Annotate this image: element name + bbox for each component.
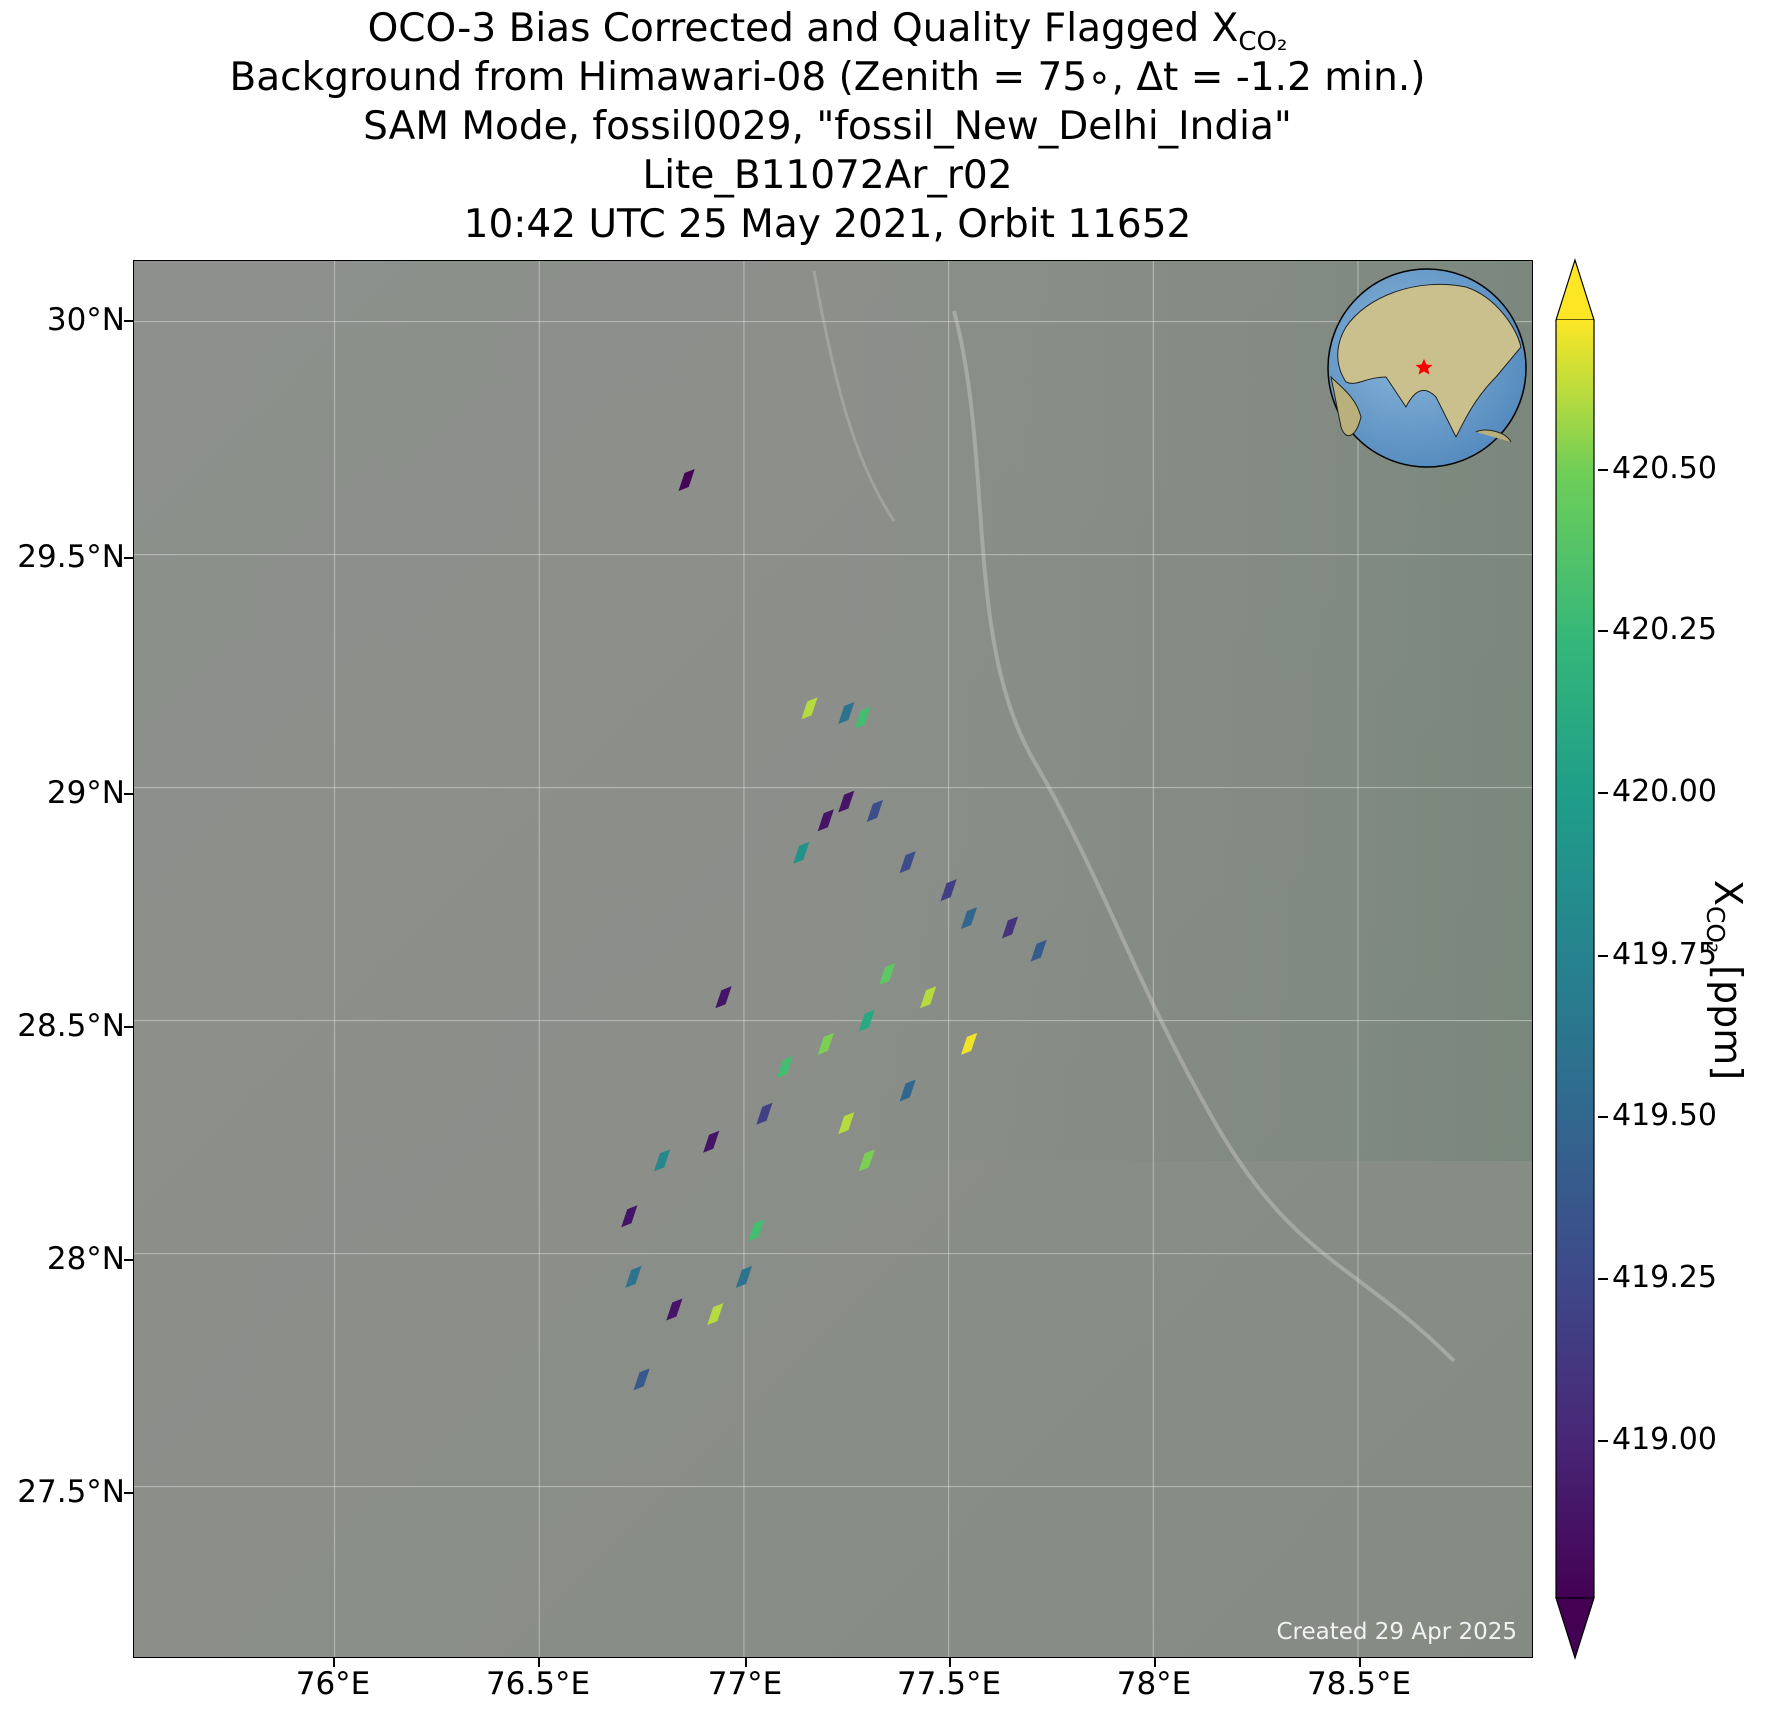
xco2-footprint [817,809,834,832]
title-line-5: 10:42 UTC 25 May 2021, Orbit 11652 [463,202,1192,247]
colorbar [1555,258,1595,1660]
colorbar-extend-min [1555,1597,1595,1660]
xco2-footprint [940,879,957,902]
xco2-footprint [817,1032,834,1055]
colorbar-tick-label: 419.75 [1612,937,1717,972]
lat-tickmark [124,1492,133,1494]
colorbar-tickmark [1598,1440,1608,1442]
xco2-footprint [1001,916,1019,939]
xco2-footprint [858,1149,875,1172]
map-panel[interactable]: Created 29 Apr 2025 [133,260,1533,1658]
lat-tick-label: 28.5°N [17,1008,125,1044]
colorbar-tick-label: 419.00 [1612,1422,1717,1457]
lon-tickmark [949,1658,951,1667]
colorbar-tick-label: 420.25 [1612,612,1717,647]
created-date: Created 29 Apr 2025 [1276,1619,1517,1645]
xco2-footprint [756,1102,773,1125]
title-line-1: OCO-3 Bias Corrected and Quality Flagged… [367,6,1288,57]
lat-tick-label: 29.5°N [17,539,125,575]
colorbar-tickmark [1598,630,1608,632]
target-star-icon [1415,359,1433,375]
river-trace-2 [812,270,896,522]
lon-tick-label: 78°E [1116,1666,1192,1702]
xco2-footprint [707,1303,724,1326]
xco2-soundings [621,469,1047,1391]
xco2-footprint [854,706,871,729]
globe-indonesia [1475,429,1512,443]
xco2-footprint [838,702,855,725]
xco2-footprint [633,1368,650,1391]
colorbar-tick-label: 420.50 [1612,451,1717,486]
xco2-footprint [666,1298,683,1321]
colorbar-tickmark [1598,792,1608,794]
colorbar-tick-label: 420.00 [1612,774,1717,809]
xco2-footprint [879,962,896,985]
colorbar-tick-label: 419.50 [1612,1098,1717,1133]
xco2-footprint [838,790,855,813]
lon-tickmark [333,1658,335,1667]
lon-tick-label: 77°E [707,1666,783,1702]
xco2-footprint [960,1032,978,1055]
xco2-footprint [899,851,916,874]
colorbar-gradient [1556,320,1594,1598]
lat-tick-label: 27.5°N [17,1474,125,1510]
xco2-footprint [1030,939,1047,962]
xco2-footprint [748,1219,765,1242]
gridlines [134,261,1532,1657]
lat-tickmark [124,557,133,559]
title-line-2: Background from Himawari-08 (Zenith = 75… [229,55,1426,100]
lat-tick-label: 30°N [46,302,125,338]
lon-tickmark [538,1658,540,1667]
xco2-footprint [899,1079,916,1102]
xco2-footprint [776,1056,793,1079]
lat-tickmark [124,1259,133,1261]
globe-land [1337,283,1522,439]
lat-tickmark [124,793,133,795]
lat-tickmark [124,320,133,322]
locator-globe [1326,267,1528,469]
xco2-footprint [866,799,884,822]
xco2-footprint [960,907,978,930]
lat-tick-label: 28°N [46,1241,125,1277]
colorbar-label: XCO₂ [ppm] [1701,879,1750,1081]
lat-tickmark [124,1026,133,1028]
lat-tick-label: 29°N [46,775,125,811]
title-line-3: SAM Mode, fossil0029, "fossil_New_Delhi_… [363,104,1292,149]
colorbar-tickmark [1598,1278,1608,1280]
xco2-footprint [703,1130,720,1153]
xco2-footprint [715,986,732,1009]
xco2-footprint [621,1205,638,1228]
xco2-footprint [678,469,695,492]
river-trace [952,310,1456,1363]
title-line-4: Lite_B11072Ar_r02 [642,153,1013,198]
colorbar-tick-label: 419.25 [1612,1260,1717,1295]
xco2-footprint [801,697,818,720]
lon-tick-label: 78.5°E [1306,1666,1412,1702]
lon-tickmark [1359,1658,1361,1667]
xco2-footprint [735,1265,753,1288]
globe-africa [1330,375,1362,437]
lon-tick-label: 76°E [295,1666,371,1702]
xco2-footprint [920,986,937,1009]
colorbar-tickmark [1598,955,1608,957]
colorbar-tickmark [1598,1116,1608,1118]
xco2-footprint [653,1149,671,1172]
colorbar-tickmark [1598,469,1608,471]
colorbar-extend-max [1555,258,1595,321]
xco2-footprint [838,1112,855,1135]
lon-tick-label: 77.5°E [896,1666,1002,1702]
xco2-footprint [793,841,810,864]
lon-tickmark [745,1658,747,1667]
map-canvas [134,261,1532,1657]
lon-tickmark [1154,1658,1156,1667]
xco2-footprint [858,1009,875,1032]
lon-tick-label: 76.5°E [485,1666,591,1702]
xco2-footprint [625,1265,642,1288]
